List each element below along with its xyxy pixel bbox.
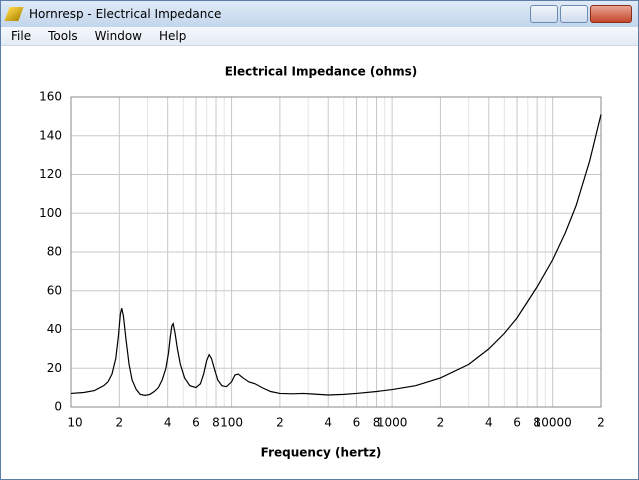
title-bar: Hornresp - Electrical Impedance <box>1 1 638 27</box>
x-tick-label: 10000 <box>534 416 572 430</box>
x-tick-label: 2 <box>276 416 284 430</box>
x-tick-label: 6 <box>353 416 361 430</box>
x-tick-label: 4 <box>324 416 332 430</box>
y-tick-label: 100 <box>39 206 62 220</box>
x-tick-label: 2 <box>597 416 605 430</box>
x-tick-label: 8 <box>373 416 381 430</box>
x-tick-label: 100 <box>220 416 243 430</box>
menu-item[interactable]: File <box>11 29 32 43</box>
x-tick-label: 8 <box>212 416 220 430</box>
minimize-button[interactable] <box>530 5 558 23</box>
y-tick-label: 120 <box>39 167 62 181</box>
menu-item[interactable]: Window <box>94 29 142 43</box>
y-tick-label: 140 <box>39 128 62 142</box>
y-tick-label: 40 <box>47 322 62 336</box>
x-tick-label: 2 <box>116 416 124 430</box>
x-tick-label: 4 <box>485 416 493 430</box>
close-button[interactable] <box>590 5 632 23</box>
x-tick-label: 4 <box>164 416 172 430</box>
chart-title: Electrical Impedance (ohms) <box>225 65 418 79</box>
window-title: Hornresp - Electrical Impedance <box>29 7 222 21</box>
menu-item[interactable]: Help <box>158 29 187 43</box>
app-icon <box>4 7 24 21</box>
menu-bar: File Tools Window Help <box>1 27 638 46</box>
x-tick-label: 6 <box>192 416 200 430</box>
y-tick-label: 160 <box>39 90 62 104</box>
y-tick-label: 20 <box>47 361 62 375</box>
x-tick-label: 10 <box>67 416 82 430</box>
x-tick-label: 8 <box>533 416 541 430</box>
impedance-line <box>70 114 602 396</box>
y-tick-label: 0 <box>54 400 62 414</box>
maximize-button[interactable] <box>560 5 588 23</box>
chart: Electrical Impedance (ohms) Frequency (h… <box>39 65 605 460</box>
x-tick-label: 6 <box>513 416 521 430</box>
x-axis-label: Frequency (hertz) <box>261 446 382 460</box>
window-buttons <box>530 5 632 23</box>
menu-item[interactable]: Tools <box>48 29 78 43</box>
x-tick-label: 2 <box>437 416 445 430</box>
y-tick-label: 80 <box>47 245 62 259</box>
x-tick-label: 1000 <box>377 416 408 430</box>
y-tick-label: 60 <box>47 283 62 297</box>
plot-frame <box>70 96 602 408</box>
